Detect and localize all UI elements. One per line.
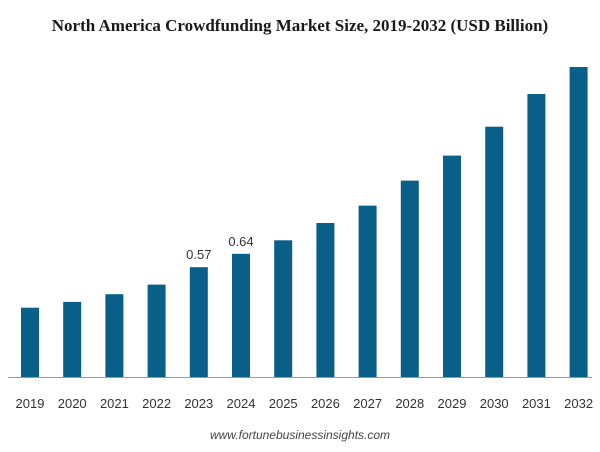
x-tick-label-2019: 2019 (16, 396, 45, 411)
x-tick-label-2021: 2021 (100, 396, 129, 411)
x-tick-label-2024: 2024 (227, 396, 256, 411)
x-tick-label-2032: 2032 (564, 396, 593, 411)
bars-group (21, 67, 588, 377)
bar-2024 (232, 253, 250, 377)
x-tick-label-2027: 2027 (353, 396, 382, 411)
x-tick-label-2025: 2025 (269, 396, 298, 411)
data-label-2024: 0.64 (228, 234, 253, 249)
x-tick-label-2022: 2022 (142, 396, 171, 411)
data-label-2023: 0.57 (186, 247, 211, 262)
bar-2029 (443, 155, 461, 377)
x-tick-labels-group: 2019 2020 2021 2022 2023 2024 2025 2026 2027 2028… (16, 396, 594, 411)
bar-2030 (485, 126, 504, 377)
x-tick-label-2020: 2020 (58, 396, 87, 411)
bar-2026 (316, 223, 335, 377)
bar-2021 (105, 294, 124, 377)
x-tick-label-2023: 2023 (184, 396, 213, 411)
bar-2022 (147, 284, 166, 377)
bar-2023 (189, 267, 208, 377)
bar-2032 (569, 67, 588, 377)
x-tick-label-2030: 2030 (480, 396, 509, 411)
bar-2028 (400, 180, 419, 377)
x-tick-label-2029: 2029 (438, 396, 467, 411)
bar-2025 (274, 240, 293, 377)
x-tick-label-2031: 2031 (522, 396, 551, 411)
bar-2027 (358, 205, 377, 377)
source-credit: www.fortunebusinessinsights.com (209, 428, 391, 442)
x-tick-label-2026: 2026 (311, 396, 340, 411)
bar-2019 (21, 307, 39, 377)
data-labels-group: 0.57 0.64 (186, 234, 254, 262)
bar-2031 (527, 94, 546, 377)
bar-2020 (63, 301, 82, 377)
x-tick-label-2028: 2028 (395, 396, 424, 411)
chart-title: North America Crowdfunding Market Size, … (51, 16, 549, 35)
